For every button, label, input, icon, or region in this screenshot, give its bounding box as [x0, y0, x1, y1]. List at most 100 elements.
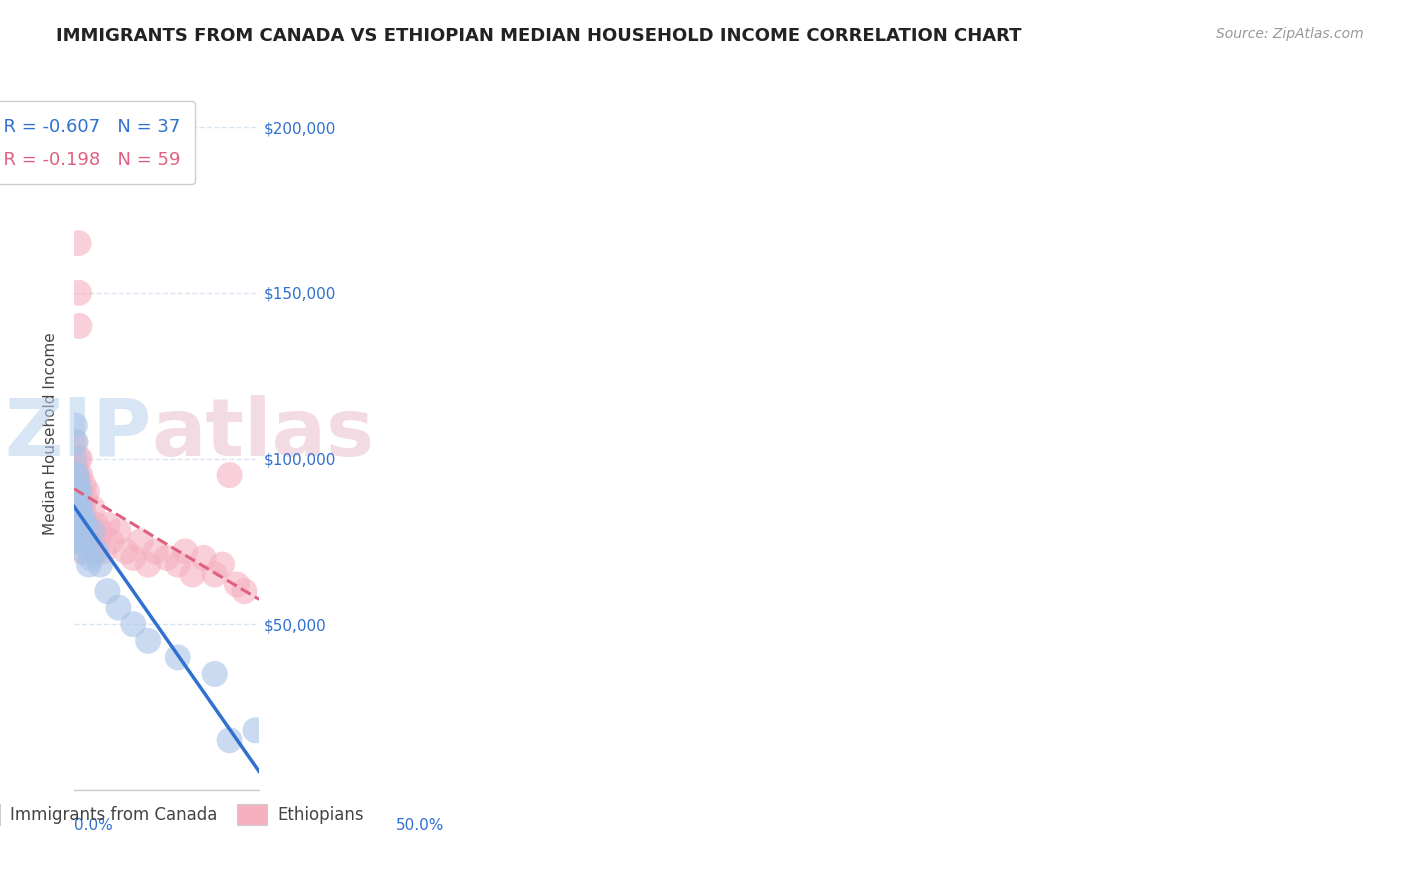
Point — [67, 511, 90, 525]
Point — [136, 633, 159, 648]
Point — [136, 558, 159, 572]
Point — [67, 478, 90, 492]
Point — [63, 434, 86, 449]
Point — [70, 544, 93, 558]
Point — [69, 451, 91, 466]
Point — [70, 524, 93, 539]
Point — [218, 733, 240, 747]
Point — [66, 468, 89, 483]
Point — [69, 534, 91, 549]
Point — [96, 584, 118, 599]
Point — [233, 584, 256, 599]
Y-axis label: Median Household Income: Median Household Income — [44, 333, 58, 535]
Point — [67, 517, 90, 532]
Point — [87, 534, 110, 549]
Point — [70, 491, 93, 506]
Point — [84, 517, 107, 532]
Point — [67, 318, 90, 333]
Point — [80, 551, 103, 566]
Point — [67, 451, 90, 466]
Point — [67, 524, 90, 539]
Point — [69, 484, 91, 499]
Point — [75, 511, 97, 525]
Text: IMMIGRANTS FROM CANADA VS ETHIOPIAN MEDIAN HOUSEHOLD INCOME CORRELATION CHART: IMMIGRANTS FROM CANADA VS ETHIOPIAN MEDI… — [56, 27, 1022, 45]
Point — [73, 478, 96, 492]
Point — [69, 517, 91, 532]
Point — [63, 468, 86, 483]
Point — [63, 418, 86, 433]
Point — [69, 501, 91, 516]
Point — [66, 491, 89, 506]
Point — [65, 434, 87, 449]
Text: ZIP: ZIP — [4, 394, 152, 473]
Point — [63, 458, 86, 472]
Point — [70, 517, 93, 532]
Point — [72, 501, 94, 516]
Point — [69, 468, 91, 483]
Point — [245, 723, 267, 738]
Point — [76, 534, 98, 549]
Point — [75, 491, 97, 506]
Point — [73, 544, 96, 558]
Point — [66, 491, 89, 506]
Point — [70, 534, 93, 549]
Point — [181, 567, 204, 582]
Point — [115, 544, 138, 558]
Point — [63, 451, 86, 466]
Point — [83, 544, 105, 558]
Point — [70, 511, 93, 525]
Point — [166, 558, 188, 572]
Point — [96, 517, 118, 532]
Point — [93, 544, 115, 558]
Point — [66, 534, 89, 549]
Point — [204, 667, 226, 681]
Point — [73, 524, 96, 539]
Point — [218, 468, 240, 483]
Point — [166, 650, 188, 665]
Point — [82, 524, 104, 539]
Point — [174, 544, 197, 558]
Point — [80, 524, 103, 539]
Point — [84, 544, 107, 558]
Point — [69, 501, 91, 516]
Point — [63, 478, 86, 492]
Point — [69, 511, 91, 525]
Point — [65, 468, 87, 483]
Point — [77, 558, 100, 572]
Text: Source: ZipAtlas.com: Source: ZipAtlas.com — [1216, 27, 1364, 41]
Point — [122, 551, 145, 566]
Point — [67, 285, 90, 300]
Point — [65, 501, 87, 516]
Point — [193, 551, 215, 566]
Legend: Immigrants from Canada, Ethiopians: Immigrants from Canada, Ethiopians — [0, 797, 370, 831]
Point — [65, 491, 87, 506]
Point — [129, 534, 152, 549]
Point — [66, 468, 89, 483]
Point — [89, 524, 111, 539]
Point — [107, 524, 129, 539]
Point — [66, 484, 89, 499]
Point — [82, 501, 104, 516]
Text: atlas: atlas — [152, 394, 375, 473]
Point — [69, 484, 91, 499]
Point — [226, 577, 249, 591]
Point — [77, 534, 100, 549]
Point — [66, 511, 89, 525]
Point — [89, 558, 111, 572]
Point — [100, 534, 122, 549]
Point — [204, 567, 226, 582]
Point — [122, 617, 145, 632]
Point — [75, 517, 97, 532]
Point — [156, 551, 179, 566]
Point — [65, 501, 87, 516]
Point — [211, 558, 233, 572]
Point — [77, 517, 100, 532]
Point — [76, 484, 98, 499]
Point — [67, 501, 90, 516]
Point — [145, 544, 167, 558]
Point — [66, 534, 89, 549]
Point — [107, 600, 129, 615]
Text: 50.0%: 50.0% — [396, 819, 444, 833]
Point — [72, 511, 94, 525]
Point — [66, 524, 89, 539]
